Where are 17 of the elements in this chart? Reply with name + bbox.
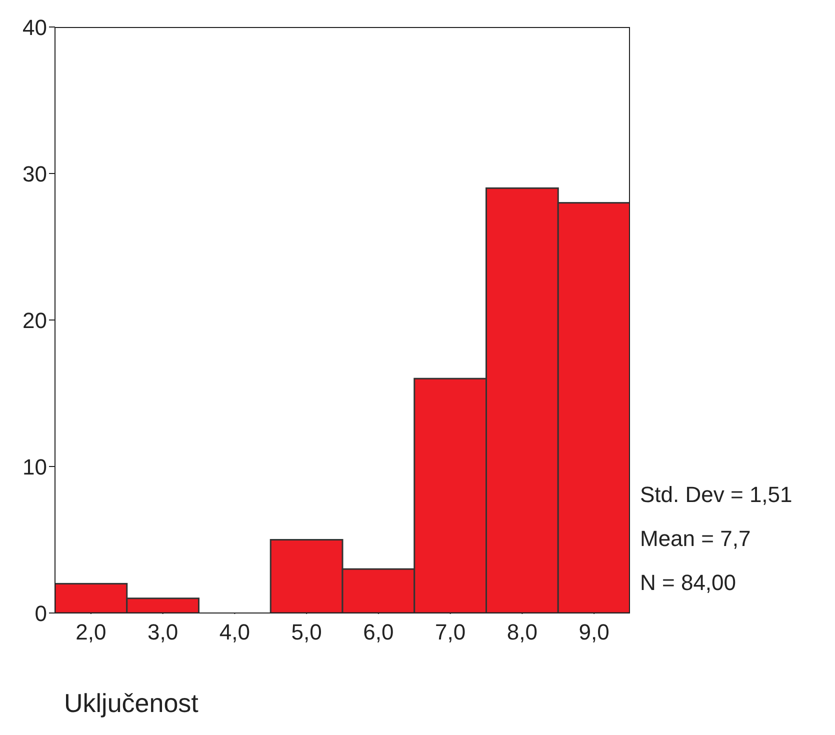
- x-tick-label: 4,0: [219, 620, 250, 645]
- x-tick-label: 2,0: [76, 620, 106, 645]
- text: N = 84,00: [640, 570, 736, 596]
- x-tick-label: 9,0: [578, 620, 610, 645]
- text: Mean = 7,7: [640, 526, 751, 552]
- y-tick-label: 40: [22, 14, 47, 40]
- x-tick-label: 5,0: [291, 620, 322, 645]
- y-tick-label: 10: [22, 454, 47, 480]
- x-axis-title: Uključenost: [64, 688, 198, 719]
- x-tick-label: 7,0: [435, 620, 466, 645]
- y-tick-label: 0: [34, 600, 47, 626]
- x-tick-label: 6,0: [363, 620, 394, 645]
- x-tick-label: 8,0: [506, 620, 538, 645]
- text: Std. Dev = 1,51: [640, 482, 792, 508]
- x-tick-label: 3,0: [148, 620, 178, 645]
- y-tick-label: 20: [22, 308, 47, 333]
- y-tick-label: 30: [22, 161, 47, 186]
